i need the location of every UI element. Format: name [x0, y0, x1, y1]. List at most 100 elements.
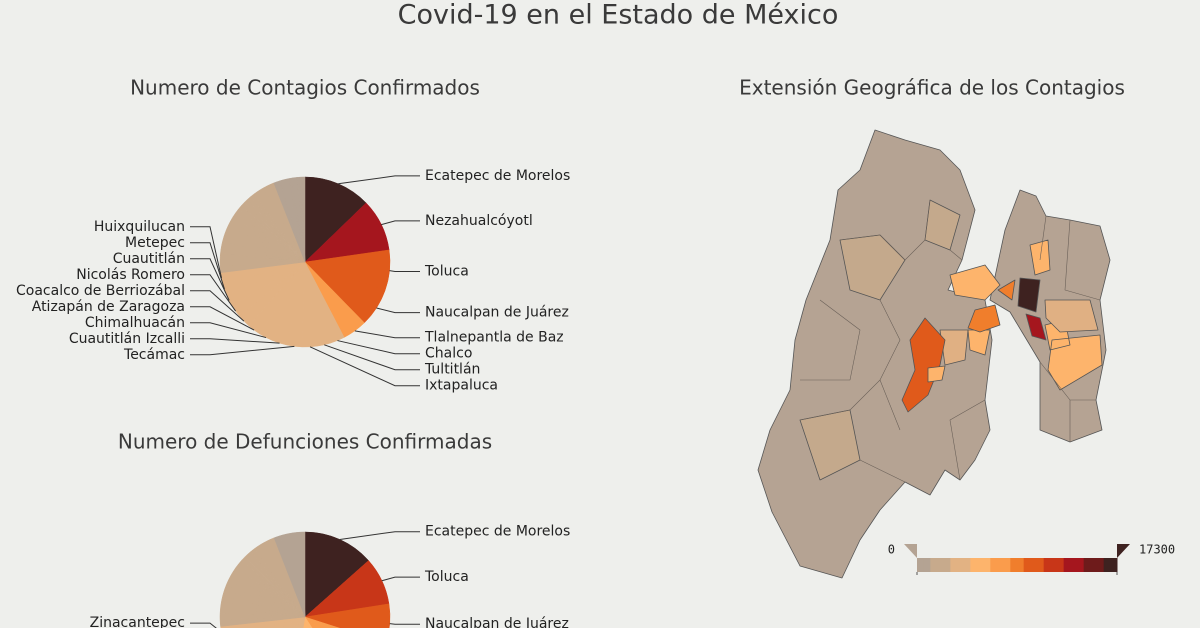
map-region [927, 365, 946, 383]
colorbar-end [904, 544, 917, 558]
leader-line [339, 531, 420, 540]
leader-line [381, 576, 420, 582]
leader-line [190, 226, 223, 279]
leader-line [190, 322, 267, 339]
pie-slice [260, 616, 306, 628]
slice-label: Chalco [425, 346, 472, 362]
colorbar-step [997, 558, 1005, 572]
pie-slice [304, 616, 319, 628]
map-region [1025, 313, 1047, 341]
slice-label: Nezahualcóyotl [425, 213, 533, 229]
map-region [1017, 277, 1041, 313]
colorbar-step [917, 558, 925, 572]
slice-label: Tultitlán [424, 362, 480, 378]
colorbar-step [963, 558, 971, 572]
chart-title: Numero de Defunciones Confirmadas [118, 430, 492, 454]
pie-slice [304, 603, 391, 628]
pie-slice [302, 176, 306, 263]
map-region [939, 299, 1099, 366]
colorbar-step [943, 558, 951, 572]
colorbar-step [1103, 558, 1111, 572]
leader-line [190, 274, 237, 312]
slice-label: Ecatepec de Morelos [425, 168, 570, 184]
colorbar-step [1057, 558, 1065, 572]
colorbar-step [1030, 558, 1038, 572]
leader-line [376, 307, 420, 314]
colorbar-step [1063, 558, 1071, 572]
slice-label: Zinacantepec [90, 615, 185, 628]
map-region [901, 317, 946, 413]
chart-title: Extensión Geográfica de los Contagios [739, 76, 1125, 100]
slice-label: Toluca [424, 264, 469, 280]
colorbar-step [950, 558, 958, 572]
colorbar-step [1090, 558, 1098, 572]
slice-label: Ixtapaluca [425, 378, 498, 394]
colorbar-step [983, 558, 991, 572]
colorbar-step [923, 558, 931, 572]
colorbar-tick-label: 17300 [1139, 543, 1175, 557]
pie-slice [302, 531, 306, 618]
slice-label: Coacalco de Berriozábal [16, 283, 185, 299]
pie-slice [304, 176, 367, 263]
leader-line [389, 623, 420, 625]
colorbar-step [1017, 558, 1025, 572]
slice-label: Huixquilucan [94, 219, 185, 235]
leader-line [190, 290, 245, 322]
leader-line [190, 306, 255, 331]
colorbar-step [977, 558, 985, 572]
colorbar-end [1117, 544, 1130, 558]
colorbar-step [937, 558, 945, 572]
leader-line [190, 258, 230, 301]
leader-line [381, 220, 420, 226]
leader-line [354, 330, 420, 339]
chart-title: Numero de Contagios Confirmados [130, 76, 480, 100]
slice-label: Cuautitlán Izcalli [69, 331, 185, 347]
colorbar-step [1050, 558, 1058, 572]
slice-label: Ecatepec de Morelos [425, 524, 570, 540]
colorbar-step [957, 558, 965, 572]
slice-label: Atizapán de Zaragoza [32, 299, 185, 315]
slice-label: Chimalhuacán [85, 315, 185, 331]
colorbar-step [1023, 558, 1031, 572]
slice-label: Cuautitlán [113, 251, 185, 267]
slice-label: Tecámac [123, 347, 185, 363]
slice-label: Nicolás Romero [76, 267, 185, 283]
colorbar-step [1010, 558, 1018, 572]
colorbar-step [990, 558, 998, 572]
leader-line [324, 344, 420, 371]
leader-line [389, 270, 420, 273]
leader-line [337, 340, 420, 355]
leader-line [190, 345, 295, 356]
leader-line [190, 622, 217, 628]
colorbar-tick-label: 0 [888, 543, 895, 557]
slice-label: Toluca [424, 569, 469, 585]
colorbar-step [930, 558, 938, 572]
map-borders [799, 199, 1101, 483]
colorbar-step [1043, 558, 1051, 572]
leader-line [190, 338, 280, 344]
pie-slice [298, 616, 306, 628]
slice-label: Naucalpan de Juárez [425, 616, 569, 628]
slice-label: Naucalpan de Juárez [425, 305, 569, 321]
map-region [967, 279, 1016, 333]
slice-label: Tlalnepantla de Baz [424, 330, 564, 346]
colorbar-step [970, 558, 978, 572]
colorbar-step [1070, 558, 1078, 572]
leader-line [309, 346, 420, 387]
map-region [949, 239, 1103, 391]
pie-slice [304, 616, 313, 628]
colorbar-step [1097, 558, 1105, 572]
page-title: Covid-19 en el Estado de México [398, 0, 839, 31]
leader-line [338, 175, 420, 185]
colorbar-step [1110, 558, 1118, 572]
slice-label: Metepec [125, 235, 185, 251]
colorbar-step [1003, 558, 1011, 572]
pie-slice [304, 616, 309, 628]
colorbar-step [1083, 558, 1091, 572]
leader-line [190, 242, 225, 290]
state-map [757, 129, 1111, 579]
colorbar-step [1037, 558, 1045, 572]
colorbar-step [1077, 558, 1085, 572]
